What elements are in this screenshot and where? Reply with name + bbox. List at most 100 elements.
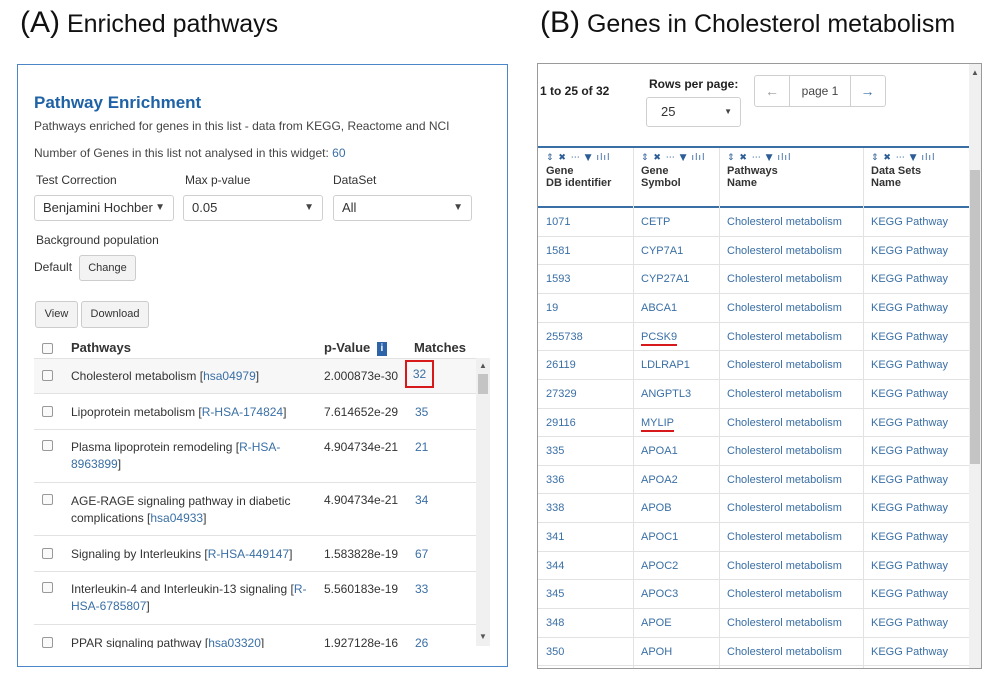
pathway-id-link[interactable]: R-HSA- bbox=[239, 440, 281, 454]
cell-dataset-name[interactable]: KEGG Pathway bbox=[871, 531, 949, 543]
matches-link[interactable]: 21 bbox=[415, 440, 429, 454]
cell-pathway-name[interactable]: Cholesterol metabolism bbox=[727, 445, 842, 457]
cell-gene-id[interactable]: 338 bbox=[546, 502, 565, 514]
cell-gene-id[interactable]: 1593 bbox=[546, 273, 571, 285]
cell-dataset-name[interactable]: KEGG Pathway bbox=[871, 502, 949, 514]
pvalue-column-header[interactable]: p-Value i bbox=[324, 340, 387, 356]
cell-gene-id[interactable]: 26119 bbox=[546, 359, 576, 371]
table-row[interactable]: 1581 CYP7A1 Cholesterol metabolism KEGG … bbox=[538, 237, 969, 265]
row-checkbox[interactable] bbox=[42, 582, 53, 593]
column-header-pathways[interactable]: ⇕ ✖ ⋯ ▼ ılıl Pathways Name bbox=[727, 153, 791, 189]
row-checkbox[interactable] bbox=[42, 637, 53, 648]
cell-pathway-name[interactable]: Cholesterol metabolism bbox=[727, 560, 842, 572]
pathway-id-link[interactable]: R-HSA-449147 bbox=[207, 547, 290, 561]
pathways-column-header[interactable]: Pathways bbox=[71, 340, 131, 355]
cell-gene-symbol[interactable]: APOC1 bbox=[641, 531, 679, 543]
cell-dataset-name[interactable]: KEGG Pathway bbox=[871, 588, 949, 600]
table-row[interactable]: Cholesterol metabolism [hsa04979] 2.0008… bbox=[34, 359, 476, 393]
pathway-id-link[interactable]: hsa03320 bbox=[208, 636, 261, 648]
rows-per-page-select[interactable]: 25 ▼ bbox=[646, 97, 741, 127]
cell-gene-symbol[interactable]: APOA1 bbox=[641, 445, 678, 457]
table-row[interactable]: 345 APOC3 Cholesterol metabolism KEGG Pa… bbox=[538, 580, 969, 609]
column-header-gene-db[interactable]: ⇕ ✖ ⋯ ▼ ılıl Gene DB identifier bbox=[546, 153, 611, 189]
not-analysed-count-link[interactable]: 60 bbox=[332, 146, 346, 160]
scroll-up-arrow-icon[interactable]: ▲ bbox=[479, 361, 487, 370]
cell-dataset-name[interactable]: KEGG Pathway bbox=[871, 560, 949, 572]
matches-link[interactable]: 34 bbox=[415, 493, 429, 507]
cell-dataset-name[interactable]: KEGG Pathway bbox=[871, 445, 949, 457]
change-button[interactable]: Change bbox=[79, 255, 136, 281]
cell-pathway-name[interactable]: Cholesterol metabolism bbox=[727, 474, 842, 486]
cell-gene-symbol[interactable]: APOA2 bbox=[641, 474, 678, 486]
cell-gene-id[interactable]: 341 bbox=[546, 531, 565, 543]
pathway-id-link[interactable]: hsa04933 bbox=[150, 511, 204, 525]
pathway-table-scrollbar[interactable]: ▲ ▼ bbox=[476, 358, 490, 646]
gene-table-scrollbar[interactable]: ▲ bbox=[969, 64, 981, 668]
cell-gene-symbol[interactable]: CYP27A1 bbox=[641, 273, 690, 285]
view-button[interactable]: View bbox=[35, 301, 78, 328]
cell-gene-id[interactable]: 27329 bbox=[546, 388, 577, 400]
cell-gene-symbol[interactable]: ABCA1 bbox=[641, 302, 678, 314]
cell-dataset-name[interactable]: KEGG Pathway bbox=[871, 302, 949, 314]
column-tools-icons[interactable]: ⇕ ✖ ⋯ ▼ ılıl bbox=[871, 153, 936, 163]
table-row[interactable]: PPAR signaling pathway [hsa03320] 1.9271… bbox=[34, 625, 476, 648]
table-row[interactable]: 29116 MYLIP Cholesterol metabolism KEGG … bbox=[538, 409, 969, 437]
row-checkbox[interactable] bbox=[42, 440, 53, 451]
table-row[interactable]: Interleukin-4 and Interleukin-13 signali… bbox=[34, 572, 476, 624]
cell-dataset-name[interactable]: KEGG Pathway bbox=[871, 388, 949, 400]
download-button[interactable]: Download bbox=[81, 301, 149, 328]
cell-gene-id[interactable]: 345 bbox=[546, 588, 565, 600]
table-row[interactable]: 19 ABCA1 Cholesterol metabolism KEGG Pat… bbox=[538, 294, 969, 323]
column-header-gene-symbol[interactable]: ⇕ ✖ ⋯ ▼ ılıl Gene Symbol bbox=[641, 153, 705, 189]
cell-pathway-name[interactable]: Cholesterol metabolism bbox=[727, 646, 842, 658]
table-row[interactable]: 1593 CYP27A1 Cholesterol metabolism KEGG… bbox=[538, 265, 969, 294]
scroll-thumb[interactable] bbox=[478, 374, 488, 394]
table-row[interactable]: 27329 ANGPTL3 Cholesterol metabolism KEG… bbox=[538, 380, 969, 409]
table-row[interactable]: 348 APOE Cholesterol metabolism KEGG Pat… bbox=[538, 609, 969, 638]
cell-gene-symbol[interactable]: APOC2 bbox=[641, 560, 679, 572]
cell-gene-symbol[interactable]: APOE bbox=[641, 617, 672, 629]
cell-pathway-name[interactable]: Cholesterol metabolism bbox=[727, 216, 842, 228]
table-row[interactable]: 341 APOC1 Cholesterol metabolism KEGG Pa… bbox=[538, 523, 969, 552]
row-checkbox[interactable] bbox=[42, 406, 53, 417]
cell-pathway-name[interactable]: Cholesterol metabolism bbox=[727, 531, 842, 543]
cell-gene-symbol[interactable]: CETP bbox=[641, 216, 671, 228]
next-page-button[interactable]: → bbox=[850, 76, 885, 106]
table-row[interactable]: 335 APOA1 Cholesterol metabolism KEGG Pa… bbox=[538, 437, 969, 466]
table-row[interactable]: Signaling by Interleukins [R-HSA-449147]… bbox=[34, 536, 476, 571]
cell-dataset-name[interactable]: KEGG Pathway bbox=[871, 474, 949, 486]
cell-gene-id[interactable]: 344 bbox=[546, 560, 565, 572]
matches-link[interactable]: 32 bbox=[405, 360, 434, 388]
cell-gene-id[interactable]: 19 bbox=[546, 302, 559, 314]
cell-dataset-name[interactable]: KEGG Pathway bbox=[871, 331, 949, 343]
cell-gene-symbol[interactable]: APOH bbox=[641, 646, 673, 658]
cell-gene-symbol[interactable]: LDLRAP1 bbox=[641, 359, 690, 371]
cell-dataset-name[interactable]: KEGG Pathway bbox=[871, 359, 949, 371]
table-row[interactable]: AGE-RAGE signaling pathway in diabetic c… bbox=[34, 483, 476, 535]
column-tools-icons[interactable]: ⇕ ✖ ⋯ ▼ ılıl bbox=[727, 153, 792, 163]
cell-gene-symbol[interactable]: PCSK9 bbox=[641, 331, 678, 346]
cell-gene-id[interactable]: 1581 bbox=[546, 245, 571, 257]
table-row[interactable]: 26119 LDLRAP1 Cholesterol metabolism KEG… bbox=[538, 351, 969, 380]
row-checkbox[interactable] bbox=[42, 548, 53, 559]
cell-gene-id[interactable]: 350 bbox=[546, 646, 565, 658]
cell-pathway-name[interactable]: Cholesterol metabolism bbox=[727, 331, 842, 343]
scroll-up-arrow-icon[interactable]: ▲ bbox=[971, 68, 979, 77]
table-row[interactable]: 338 APOB Cholesterol metabolism KEGG Pat… bbox=[538, 494, 969, 523]
column-tools-icons[interactable]: ⇕ ✖ ⋯ ▼ ılıl bbox=[641, 153, 706, 163]
pathway-id-link[interactable]: hsa04979 bbox=[203, 369, 256, 383]
cell-gene-symbol[interactable]: MYLIP bbox=[641, 417, 675, 432]
matches-link[interactable]: 26 bbox=[415, 636, 429, 648]
cell-pathway-name[interactable]: Cholesterol metabolism bbox=[727, 388, 842, 400]
cell-gene-id[interactable]: 335 bbox=[546, 445, 565, 457]
cell-pathway-name[interactable]: Cholesterol metabolism bbox=[727, 588, 842, 600]
cell-dataset-name[interactable]: KEGG Pathway bbox=[871, 417, 949, 429]
table-row[interactable]: Plasma lipoprotein remodeling [R-HSA- 89… bbox=[34, 430, 476, 482]
cell-gene-symbol[interactable]: APOC3 bbox=[641, 588, 679, 600]
cell-dataset-name[interactable]: KEGG Pathway bbox=[871, 216, 949, 228]
cell-gene-id[interactable]: 29116 bbox=[546, 417, 576, 429]
column-tools-icons[interactable]: ⇕ ✖ ⋯ ▼ ılıl bbox=[546, 153, 611, 163]
table-row[interactable]: Lipoprotein metabolism [R-HSA-174824] 7.… bbox=[34, 394, 476, 429]
cell-gene-id[interactable]: 1071 bbox=[546, 216, 571, 228]
max-p-select[interactable]: 0.05 ▼ bbox=[183, 195, 323, 221]
